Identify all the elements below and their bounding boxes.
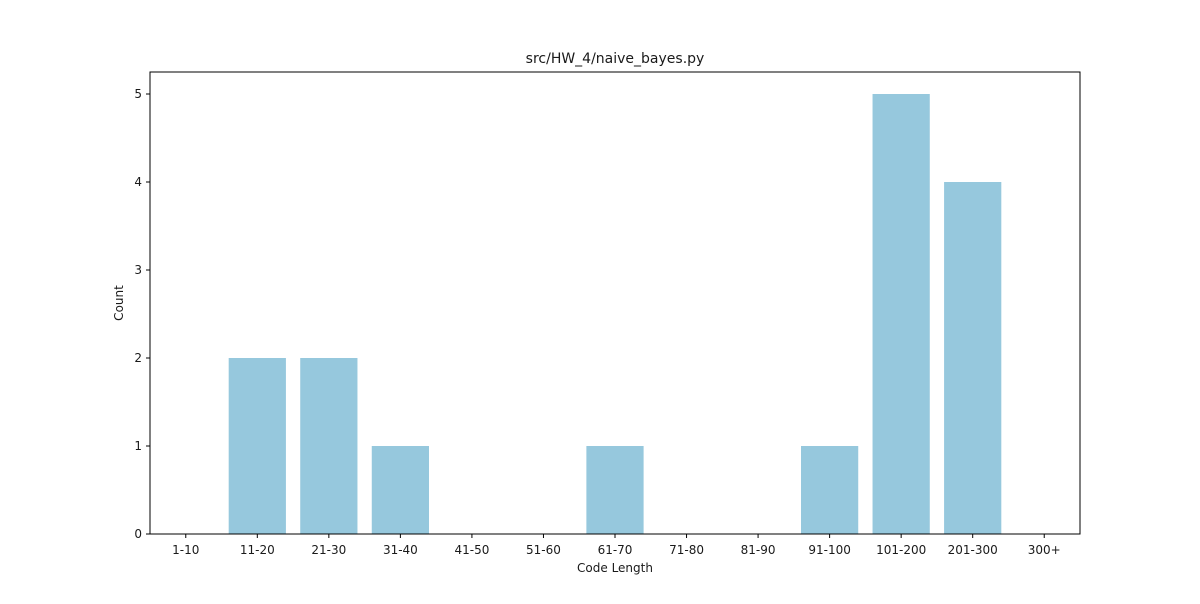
bar-21-30 bbox=[300, 358, 358, 534]
y-tick-label: 2 bbox=[134, 351, 142, 365]
y-tick-label: 5 bbox=[134, 87, 142, 101]
x-tick-label: 51-60 bbox=[526, 543, 561, 557]
x-tick-label: 21-30 bbox=[311, 543, 346, 557]
x-tick-label: 1-10 bbox=[172, 543, 199, 557]
bar-61-70 bbox=[586, 446, 644, 534]
x-tick-label: 31-40 bbox=[383, 543, 418, 557]
y-axis-label: Count bbox=[112, 285, 126, 321]
x-axis: 1-10 11-20 21-30 31-40 41-50 51-60 61-70 71-80 8… bbox=[172, 534, 1061, 557]
bar-31-40 bbox=[371, 446, 429, 534]
y-tick-label: 4 bbox=[134, 175, 142, 189]
x-tick-label: 71-80 bbox=[669, 543, 704, 557]
y-tick-label: 0 bbox=[134, 527, 142, 541]
chart-title: src/HW_4/naive_bayes.py bbox=[526, 51, 705, 67]
y-tick-label: 1 bbox=[134, 439, 142, 453]
bar-201-300 bbox=[944, 182, 1002, 534]
x-tick-label: 101-200 bbox=[876, 543, 926, 557]
bar-101-200 bbox=[872, 94, 930, 534]
y-axis: 0 1 2 3 4 5 bbox=[134, 87, 150, 541]
x-tick-label: 81-90 bbox=[741, 543, 776, 557]
bars-group bbox=[228, 94, 1002, 534]
x-axis-label: Code Length bbox=[577, 561, 653, 575]
x-tick-label: 41-50 bbox=[454, 543, 489, 557]
x-tick-label: 11-20 bbox=[240, 543, 275, 557]
x-tick-label: 91-100 bbox=[808, 543, 851, 557]
y-tick-label: 3 bbox=[134, 263, 142, 277]
bar-91-100 bbox=[801, 446, 859, 534]
bar-11-20 bbox=[228, 358, 286, 534]
x-tick-label: 61-70 bbox=[598, 543, 633, 557]
x-tick-label: 300+ bbox=[1028, 543, 1061, 557]
x-tick-label: 201-300 bbox=[948, 543, 998, 557]
